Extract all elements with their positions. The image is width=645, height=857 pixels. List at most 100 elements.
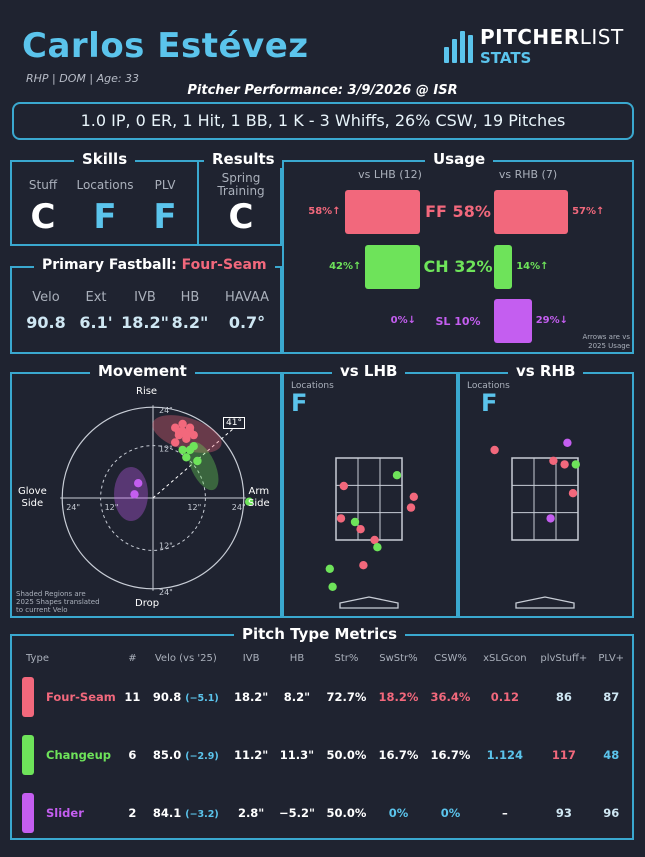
- pitcherlist-logo: PITCHERLIST STATS: [444, 25, 628, 67]
- pitch-csw: 0%: [440, 806, 461, 820]
- usage-bar-rhb: [494, 190, 569, 234]
- pitch-csw: 16.7%: [430, 748, 471, 762]
- movement-point: [171, 438, 180, 447]
- pitch-csw: 36.4%: [430, 690, 471, 704]
- pitch-str: 50.0%: [326, 806, 367, 820]
- pitch-plvstuff: 93: [555, 806, 572, 820]
- skill-grade-locations: F: [93, 197, 117, 237]
- arm-angle-line: [152, 421, 242, 499]
- location-point: [546, 514, 555, 523]
- metrics-header: #: [128, 652, 137, 664]
- location-point: [409, 492, 418, 501]
- movement-chart: 24" 12" 12" 24" 24" 12" 12" 24": [60, 405, 254, 597]
- strike-zone: [511, 457, 579, 541]
- pitch-color-swatch: [22, 677, 34, 717]
- movement-point: [189, 430, 198, 440]
- pitch-type-name: Four-Seam: [46, 689, 116, 704]
- pitch-hb: −5.2": [278, 806, 315, 820]
- movement-point: [245, 497, 254, 506]
- location-point: [370, 535, 379, 545]
- tick-label: 24": [159, 588, 173, 597]
- fastball-value-3: 8.2": [171, 313, 209, 332]
- player-meta: RHP | DOM | Age: 33: [26, 72, 140, 85]
- fastball-panel: [10, 266, 282, 354]
- movement-point: [193, 456, 202, 466]
- location-point: [350, 517, 360, 527]
- home-plate: [339, 596, 399, 609]
- fastball-label-4: HAVAA: [224, 290, 270, 305]
- pitch-count: 2: [128, 806, 137, 820]
- metrics-header: IVB: [242, 652, 260, 664]
- skill-label-stuff: Stuff: [28, 178, 58, 192]
- movement-note: Shaded Regions are 2025 Shapes translated…: [16, 590, 100, 614]
- skills-panel: [10, 160, 282, 246]
- velo-diff: (−2.9): [185, 751, 219, 762]
- pitch-velo: 84.1 (−3.2): [152, 806, 219, 820]
- usage-lhb-pct: 58%↑: [308, 206, 341, 217]
- location-point: [356, 525, 365, 534]
- fastball-value-1: 6.1': [79, 313, 113, 332]
- skill-grade-plv: F: [153, 197, 177, 237]
- pitch-hb: 8.2": [283, 690, 311, 704]
- pitch-ivb: 2.8": [237, 806, 265, 820]
- axis-top-label: Rise: [136, 386, 158, 397]
- usage-rhb-pct: 29%↓: [535, 315, 569, 326]
- metrics-header: xSLGcon: [483, 652, 527, 664]
- skill-grade-stuff: C: [30, 197, 56, 237]
- metrics-row: Four-Seam 11 90.8 (−5.1) 18.2" 8.2" 72.7% 18.2…: [22, 668, 628, 726]
- performance-line: 1.0 IP, 0 ER, 1 Hit, 1 BB, 1 K - 3 Whiff…: [12, 102, 634, 140]
- movement-point: [185, 423, 195, 432]
- axis-right-label: Arm Side: [248, 486, 270, 509]
- pitch-hb: 11.3": [279, 748, 315, 762]
- movement-point: [182, 430, 191, 440]
- movement-point: [130, 490, 139, 499]
- pitch-type-name: Changeup: [46, 747, 112, 762]
- skill-label-locations: Locations: [76, 178, 134, 192]
- arm-angle-badge: 41°: [223, 417, 245, 429]
- lhb-loc-label: Locations: [291, 381, 334, 391]
- usage-rhb-label: vs RHB (7): [498, 168, 558, 181]
- pitch-swstr: 0%: [388, 806, 409, 820]
- metrics-header: Type: [26, 652, 49, 664]
- location-point: [325, 564, 334, 573]
- usage-pitch-label: FF 58%: [425, 202, 491, 221]
- movement-point: [189, 442, 198, 451]
- metrics-header: Velo (vs '25): [154, 652, 217, 664]
- rhb-title: vs RHB: [508, 362, 584, 380]
- pitch-velo: 85.0 (−2.9): [152, 748, 219, 762]
- metrics-header: Str%: [334, 652, 359, 664]
- pitch-plvstuff: 117: [551, 748, 576, 762]
- movement-point: [174, 427, 184, 436]
- fastball-label-0: Velo: [32, 290, 60, 305]
- fastball-label-1: Ext: [85, 290, 107, 305]
- pitch-plv: 87: [603, 690, 620, 704]
- tick-label: 12": [159, 541, 173, 550]
- pitch-color-swatch: [22, 793, 34, 833]
- usage-lhb-pct: 0%↓: [390, 315, 416, 326]
- tick-label: 24": [159, 406, 173, 415]
- usage-lhb-label: vs LHB (12): [358, 168, 422, 181]
- usage-lhb-pct: 42%↑: [329, 261, 362, 272]
- usage-bar-lhb: [344, 190, 420, 234]
- location-point: [549, 456, 558, 465]
- velo-diff: (−3.2): [185, 809, 219, 820]
- fastball-label-3: HB: [180, 290, 200, 305]
- metrics-table: Type # Velo (vs '25) IVB HB Str% SwStr% CSW% xSL…: [22, 648, 628, 842]
- pitch-xslg: 1.124: [486, 748, 524, 762]
- rhb-loc-label: Locations: [467, 381, 510, 391]
- lhb-title: vs LHB: [332, 362, 406, 380]
- rhb-loc-grade: F: [481, 389, 498, 417]
- metrics-title: Pitch Type Metrics: [234, 625, 406, 643]
- strike-zone: [335, 457, 403, 541]
- usage-pitch-label: CH 32%: [423, 257, 493, 276]
- location-point: [359, 561, 368, 570]
- location-point: [339, 481, 348, 491]
- pitch-velo: 90.8 (−5.1): [152, 690, 219, 704]
- results-grade: C: [228, 197, 254, 237]
- movement-point: [178, 419, 187, 429]
- pitch-ivb: 18.2": [233, 690, 269, 704]
- fastball-value-4: 0.7°: [228, 313, 266, 332]
- axis-left-label: Glove Side: [18, 486, 47, 509]
- metrics-header: PLV+: [598, 652, 625, 664]
- player-name: Carlos Estévez: [22, 26, 309, 66]
